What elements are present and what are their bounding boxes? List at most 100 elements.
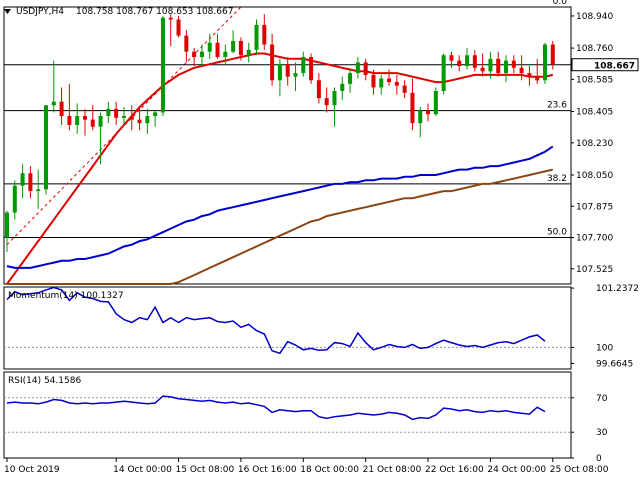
time-axis: 10 Oct 2019 14 Oct 00:00 15 Oct 08:00 16 Oc… (4, 458, 609, 475)
candle-body (145, 116, 150, 124)
fib-level-label: 0.0 (553, 0, 568, 7)
candle-body (67, 116, 72, 125)
candle-body (262, 24, 267, 45)
y-tick-label: 107.700 (576, 234, 613, 244)
y-tick-label: 30 (596, 428, 608, 438)
candle-body (114, 108, 119, 118)
candle-body (129, 116, 134, 120)
candle-body (207, 42, 212, 52)
momentum-panel-frame (3, 286, 572, 370)
candle-body (527, 73, 532, 77)
candle-body (98, 116, 103, 127)
candle-body (28, 173, 33, 192)
y-tick-label: 100 (596, 343, 613, 353)
candle-body (192, 51, 197, 58)
candle-body (550, 44, 555, 65)
candle-body (238, 40, 243, 56)
candle-body (535, 76, 540, 81)
momentum-title: Momentum(14) 100.1327 (8, 291, 124, 301)
candle-body (59, 101, 64, 117)
candle-body (394, 82, 399, 86)
candle-body (277, 64, 282, 81)
x-tick-label: 14 Oct 00:00 (113, 465, 172, 475)
candle-body (387, 78, 392, 83)
rsi-title: RSI(14) 54.1586 (8, 376, 81, 386)
candle-body (441, 55, 446, 91)
candle-body (270, 44, 275, 81)
main-panel-frame (3, 6, 572, 285)
candle-body (90, 119, 95, 127)
candle-body (199, 51, 204, 58)
candle-body (519, 67, 524, 74)
rsi-panel-frame (3, 371, 572, 459)
moving-average-line (6, 52, 554, 285)
candle-body (511, 60, 516, 68)
fib-level-label: 23.6 (547, 101, 567, 111)
candle-body (418, 110, 423, 124)
candle-body (153, 112, 158, 117)
candle-body (504, 60, 509, 74)
candle-body (496, 58, 501, 74)
y-tick-label: 70 (596, 394, 608, 404)
candle-body (5, 212, 9, 238)
candle-body (285, 64, 290, 77)
y-tick-label: 108.050 (576, 171, 613, 181)
candle-body (106, 108, 111, 117)
x-tick-label: 15 Oct 08:00 (176, 465, 235, 475)
candle-body (324, 98, 329, 106)
candle-body (472, 55, 477, 68)
candle-body (363, 62, 368, 75)
y-tick-label: 107.875 (576, 202, 613, 212)
rsi-panel: 70 30 0 RSI(14) 54.1586 (3, 371, 608, 464)
x-tick-label: 24 Oct 00:00 (487, 465, 546, 475)
candle-body (348, 73, 353, 84)
fib-level-label: 50.0 (547, 228, 567, 238)
x-tick-label: 25 Oct 08:00 (550, 465, 609, 475)
y-tick-label: 99.6645 (596, 360, 633, 370)
x-tick-label: 22 Oct 16:00 (425, 465, 484, 475)
y-tick-label: 0 (596, 454, 602, 464)
candle-body (301, 57, 306, 74)
y-tick-label: 107.525 (576, 265, 613, 275)
candle-body (379, 78, 384, 88)
candle-body (316, 80, 321, 99)
candle-body (75, 116, 80, 125)
candle-body (51, 101, 56, 106)
candle-body (371, 74, 376, 88)
candle-body (43, 105, 48, 190)
candle-body (184, 35, 189, 52)
moving-average-line (6, 145, 554, 269)
momentum-line (6, 286, 546, 355)
y-tick-label: 108.940 (576, 12, 613, 22)
ohlc-label: 108.758 108.767 108.653 108.667 (76, 7, 233, 17)
header: USDJPY,H4 108.758 108.767 108.653 108.66… (4, 7, 233, 17)
candle-body (215, 42, 220, 58)
candle-body (176, 19, 181, 36)
candle-body (402, 85, 407, 93)
candle-body (168, 17, 173, 20)
momentum-panel: 101.2372 100 99.6645 Momentum(14) 100.1327 (3, 284, 639, 370)
y-tick-label: 108.760 (576, 44, 613, 54)
y-tick-label: 108.585 (576, 75, 613, 85)
candle-body (82, 116, 87, 120)
candle-body (246, 49, 251, 56)
candle-body (36, 189, 41, 192)
candle-body (121, 116, 126, 118)
x-tick-label: 18 Oct 00:00 (300, 465, 359, 475)
candle-body (465, 55, 470, 66)
symbol-label: USDJPY,H4 (16, 7, 64, 17)
x-tick-label: 21 Oct 08:00 (363, 465, 422, 475)
last-price-tag (571, 58, 639, 72)
x-tick-label: 10 Oct 2019 (4, 465, 60, 475)
y-tick-label: 101.2372 (596, 284, 639, 294)
candle-body (254, 24, 259, 50)
candle-body (231, 40, 236, 52)
y-tick-label: 108.230 (576, 139, 613, 149)
candle-body (488, 58, 493, 72)
candle-body (355, 62, 360, 74)
candle-body (457, 60, 462, 66)
candle-body (480, 67, 485, 72)
candle-body (293, 73, 298, 77)
triangle-down-icon[interactable] (4, 9, 11, 14)
